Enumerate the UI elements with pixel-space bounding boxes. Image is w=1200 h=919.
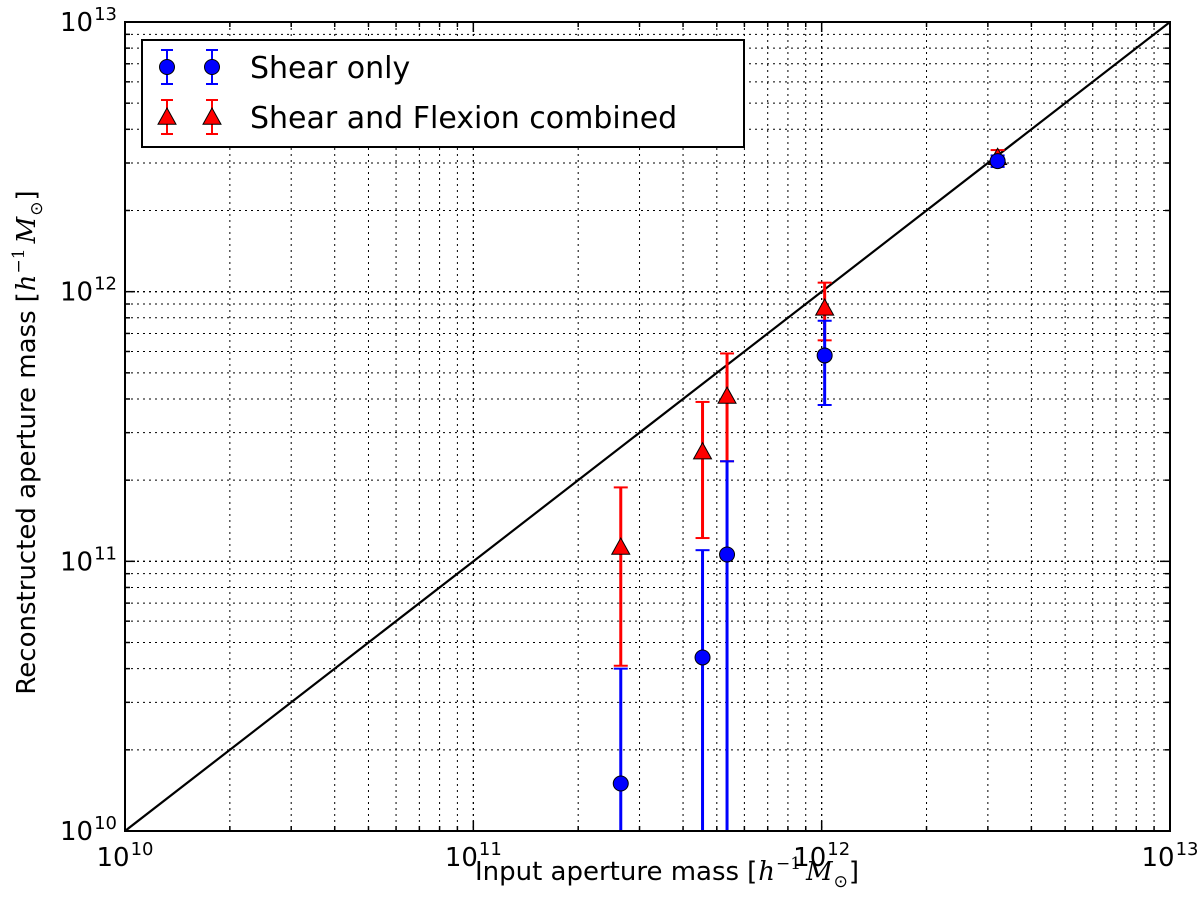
legend-marker: [157, 106, 177, 125]
shear-flexion-point: [692, 441, 713, 460]
unit-part: M: [12, 215, 42, 244]
x-tick-label: 10 12: [793, 839, 850, 873]
x-tick-label-base: 10: [97, 843, 130, 873]
y-axis-unit: [h−1 M⊙]: [9, 190, 47, 302]
y-tick-label-exp: 10: [94, 813, 117, 834]
x-tick-label-base: 10: [445, 843, 478, 873]
legend-label-shear-only: Shear only: [250, 51, 410, 86]
unit-part: −1: [9, 248, 29, 273]
x-axis-label: Input aperture mass: [475, 857, 739, 887]
shear-only-point: [612, 775, 629, 792]
x-axis-unit: [h −1 M ⊙]: [747, 854, 859, 892]
y-tick-label: 10 12: [60, 274, 117, 308]
unit-part: ⊙: [27, 202, 47, 216]
legend-box: [141, 39, 745, 148]
shear-only-point: [816, 347, 833, 364]
x-tick-label: 10 13: [1142, 839, 1199, 873]
legend-marker: [159, 59, 175, 75]
x-axis-title: Input aperture mass [h −1 M ⊙]: [475, 854, 859, 892]
x-tick-label-exp: 12: [827, 839, 850, 860]
y-tick-label-base: 10: [60, 547, 93, 577]
unit-part: −1: [776, 854, 801, 874]
y-axis-title: Reconstructed aperture mass [h−1 M⊙]: [9, 190, 47, 694]
x-tick-label-exp: 10: [131, 839, 154, 860]
shear-flexion-point: [814, 297, 835, 316]
x-tick-label-exp: 13: [1176, 839, 1199, 860]
legend-label-shear-flexion: Shear and Flexion combined: [250, 101, 677, 136]
unit-part: [: [12, 292, 42, 302]
y-tick-label-base: 10: [60, 278, 93, 308]
legend: Shear only Shear and Flexion combined: [141, 39, 745, 148]
legend-marker: [204, 59, 220, 75]
data-marks: [610, 147, 1008, 831]
y-tick-label-exp: 13: [94, 4, 117, 25]
x-tick-label-exp: 11: [479, 839, 502, 860]
x-tick-label: 10 11: [445, 839, 502, 873]
shear-only-point: [989, 153, 1006, 170]
y-axis-label: Reconstructed aperture mass: [12, 310, 42, 694]
y-tick-label: 10 10: [60, 813, 117, 847]
x-tick-label-base: 10: [1142, 843, 1175, 873]
unit-part: M: [805, 857, 834, 887]
unit-part: ]: [12, 190, 42, 200]
shear-flexion-point: [610, 536, 631, 555]
y-tick-label: 10 13: [60, 4, 117, 38]
x-tick-label-base: 10: [793, 843, 826, 873]
unit-part: h: [12, 274, 42, 291]
unit-part: ]: [849, 857, 859, 887]
legend-markers: [157, 49, 222, 135]
y-tick-label-base: 10: [60, 8, 93, 38]
unit-part: ⊙: [834, 872, 848, 892]
plot-frame: [124, 21, 1171, 832]
shear-only-point: [719, 546, 736, 563]
y-tick-label-exp: 11: [94, 543, 117, 564]
legend-marker: [202, 106, 222, 125]
x-tick-label: 10 10: [97, 839, 154, 873]
shear-only-point: [694, 649, 711, 666]
unit-part: [: [747, 857, 757, 887]
shear-flexion-point: [717, 386, 737, 404]
y-tick-label-exp: 12: [94, 274, 117, 295]
unit-part: h: [758, 857, 775, 887]
y-tick-label-base: 10: [60, 817, 93, 847]
y-tick-label: 10 11: [60, 543, 117, 577]
